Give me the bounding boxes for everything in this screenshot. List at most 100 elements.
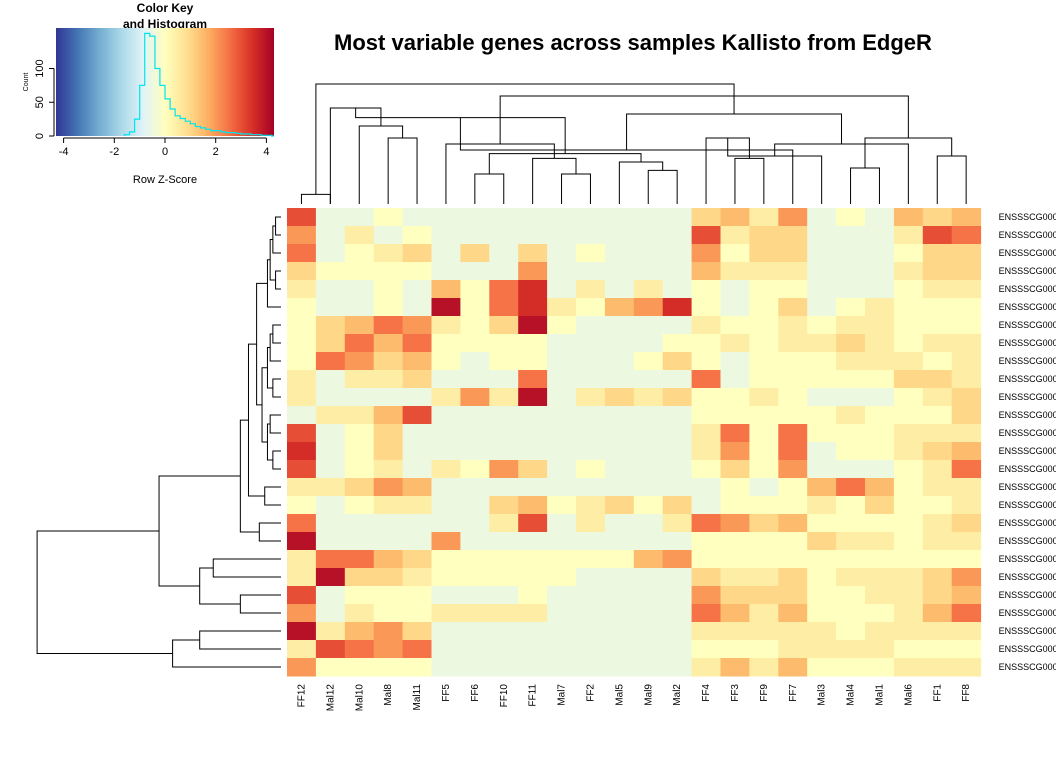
heatmap-cell	[865, 388, 895, 407]
heatmap-cell	[344, 388, 375, 407]
heatmap-cell	[807, 532, 837, 551]
heatmap-cell	[662, 478, 693, 497]
heatmap-cell	[662, 352, 693, 371]
x-tick-label: 2	[213, 146, 219, 158]
heatmap-cell	[315, 586, 346, 605]
heatmap-cell	[402, 586, 432, 605]
heatmap-cell	[287, 298, 317, 317]
heatmap-cell	[778, 406, 808, 425]
y-tick-label: 100	[34, 59, 46, 77]
heatmap-cell	[518, 640, 548, 659]
heatmap-cell	[951, 496, 982, 515]
heatmap-cell	[951, 550, 982, 569]
heatmap-cell	[778, 550, 808, 569]
heatmap-cell	[431, 568, 461, 587]
heatmap-cell	[691, 550, 721, 569]
x-tick-label: 0	[162, 146, 168, 158]
heatmap-cell	[778, 424, 808, 443]
column-labels: FF12 Mal12 Mal10 Mal8 Mal11 FF5 FF6 FF10 FF11 Mal…	[296, 684, 972, 712]
heatmap-cell	[518, 658, 548, 677]
heatmap-cell	[633, 658, 664, 677]
heatmap-cell	[460, 226, 490, 245]
heatmap-cell	[633, 496, 664, 515]
heatmap-cell	[720, 352, 750, 371]
heatmap-cell	[922, 370, 953, 389]
heatmap-cell	[749, 370, 779, 389]
heatmap-cell	[633, 352, 664, 371]
heatmap-cell	[922, 424, 953, 443]
heatmap-cell	[287, 550, 317, 569]
heatmap-cell	[344, 406, 375, 425]
heatmap-cell	[865, 586, 895, 605]
heatmap-cell	[518, 316, 548, 335]
row-dendrogram-branch	[272, 378, 281, 398]
heatmap-cell	[778, 280, 808, 299]
heatmap-cell	[576, 244, 606, 263]
heatmap-cell	[893, 226, 924, 245]
heatmap-cell	[691, 658, 721, 677]
heatmap-cell	[402, 460, 432, 479]
heatmap-cell	[576, 334, 606, 353]
heatmap-cell	[922, 262, 953, 281]
color-key-axes: -4 -2 0 2 4 0 50 100	[34, 59, 269, 158]
heatmap-cell	[547, 586, 577, 605]
heatmap-cell	[576, 478, 606, 497]
heatmap-cell	[402, 478, 432, 497]
column-dendrogram-branch	[774, 143, 909, 204]
column-dendrogram-branch	[734, 157, 765, 204]
heatmap-cell	[402, 640, 432, 659]
heatmap-cell	[576, 208, 606, 227]
heatmap-cell	[662, 568, 693, 587]
row-dendrogram-branch	[269, 333, 281, 362]
heatmap-cell	[373, 532, 404, 551]
heatmap-cell	[518, 532, 548, 551]
row-dendrogram-branch	[172, 639, 281, 668]
row-dendrogram-branch	[272, 324, 281, 344]
heatmap-cell	[431, 298, 461, 317]
heatmap-cell	[691, 460, 721, 479]
histogram-line	[123, 32, 274, 137]
color-key-title: Color Key	[137, 1, 194, 15]
heatmap-cell	[518, 226, 548, 245]
heatmap-cell	[893, 442, 924, 461]
heatmap-cell	[431, 532, 461, 551]
heatmap-cell	[662, 442, 693, 461]
heatmap-cell	[287, 586, 317, 605]
column-label: FF5	[441, 684, 452, 702]
column-label: Mal1	[874, 684, 885, 706]
heatmap-cell	[547, 514, 577, 533]
heatmap-cell	[604, 280, 635, 299]
heatmap-cell	[749, 334, 779, 353]
column-dendrogram-branch	[329, 107, 382, 204]
column-label: Mal10	[354, 684, 365, 712]
column-label: Mal6	[903, 684, 914, 706]
heatmap-cell	[778, 532, 808, 551]
heatmap-cell	[691, 532, 721, 551]
heatmap-cell	[576, 604, 606, 623]
heatmap-cell	[662, 298, 693, 317]
heatmap-cell	[778, 298, 808, 317]
heatmap-cell	[431, 334, 461, 353]
heatmap-cell	[344, 334, 375, 353]
heatmap-cell	[951, 370, 982, 389]
column-dendrogram-branch	[387, 137, 418, 204]
heatmap-cell	[344, 586, 375, 605]
heatmap-cell	[344, 226, 375, 245]
column-label: FF9	[759, 684, 770, 702]
row-label: ENSSSCG000	[999, 410, 1056, 420]
heatmap-cell	[402, 280, 432, 299]
heatmap-cell	[518, 388, 548, 407]
heatmap-cell	[893, 262, 924, 281]
heatmap-cell	[431, 316, 461, 335]
heatmap-cell	[460, 622, 490, 641]
heatmap-cell	[807, 460, 837, 479]
heatmap-cell	[287, 496, 317, 515]
heatmap-cell	[373, 478, 404, 497]
heatmap-cell	[951, 442, 982, 461]
row-label: ENSSSCG000	[999, 374, 1056, 384]
heatmap-cell	[865, 532, 895, 551]
row-label: ENSSSCG000	[999, 392, 1056, 402]
column-label: Mal2	[672, 684, 683, 706]
row-label: ENSSSCG000	[999, 428, 1056, 438]
heatmap-cell	[547, 604, 577, 623]
